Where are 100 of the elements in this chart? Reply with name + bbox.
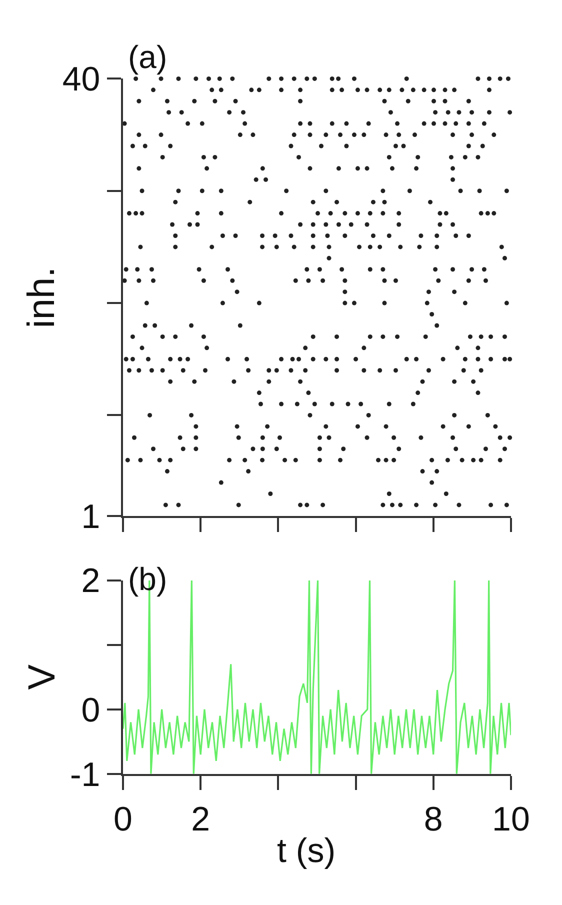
point bbox=[456, 110, 462, 115]
point bbox=[482, 267, 486, 272]
point bbox=[380, 211, 386, 216]
point bbox=[396, 211, 402, 216]
point bbox=[158, 76, 164, 81]
point bbox=[136, 98, 142, 104]
point bbox=[434, 233, 440, 238]
point bbox=[230, 278, 235, 283]
point bbox=[362, 132, 366, 138]
point bbox=[200, 188, 204, 194]
point bbox=[164, 98, 170, 104]
point bbox=[306, 278, 311, 283]
point bbox=[308, 166, 312, 171]
point bbox=[325, 233, 330, 238]
point bbox=[398, 244, 403, 250]
point bbox=[312, 402, 317, 406]
point bbox=[456, 502, 462, 508]
point bbox=[336, 222, 341, 227]
point bbox=[160, 154, 165, 160]
point bbox=[462, 300, 468, 306]
point bbox=[378, 244, 382, 250]
point bbox=[298, 222, 303, 227]
point bbox=[149, 267, 154, 272]
point bbox=[310, 233, 316, 238]
point bbox=[317, 435, 322, 440]
point bbox=[368, 334, 372, 339]
point bbox=[241, 110, 246, 115]
point bbox=[250, 132, 256, 138]
point bbox=[440, 424, 446, 429]
point bbox=[477, 188, 482, 194]
point bbox=[478, 334, 484, 339]
point bbox=[242, 121, 248, 126]
point bbox=[260, 446, 265, 452]
point bbox=[380, 502, 386, 508]
point bbox=[462, 154, 468, 160]
point bbox=[266, 76, 272, 81]
point bbox=[504, 502, 509, 508]
point bbox=[362, 368, 366, 373]
point bbox=[279, 356, 284, 362]
point bbox=[418, 435, 424, 440]
point bbox=[486, 88, 492, 92]
y-tick-label: 40 bbox=[62, 60, 100, 99]
point bbox=[432, 88, 436, 92]
point bbox=[166, 110, 172, 115]
point bbox=[454, 121, 458, 126]
point bbox=[414, 502, 419, 508]
point bbox=[450, 177, 456, 182]
point bbox=[135, 267, 140, 272]
point bbox=[201, 334, 206, 339]
point bbox=[438, 211, 442, 216]
point bbox=[138, 244, 143, 250]
point bbox=[324, 222, 328, 227]
point bbox=[298, 502, 303, 508]
point bbox=[180, 368, 186, 373]
point bbox=[486, 76, 492, 81]
point bbox=[336, 166, 341, 171]
point bbox=[428, 200, 433, 204]
y-tick-label: 1 bbox=[81, 498, 100, 536]
point bbox=[310, 222, 316, 227]
point bbox=[326, 435, 332, 440]
point bbox=[498, 458, 502, 462]
x-tick-label: 2 bbox=[191, 800, 210, 839]
point bbox=[420, 379, 425, 384]
point bbox=[386, 233, 392, 238]
point bbox=[380, 188, 386, 194]
point bbox=[136, 132, 142, 138]
point bbox=[233, 233, 238, 238]
point bbox=[249, 88, 254, 92]
point bbox=[433, 267, 438, 272]
point bbox=[226, 267, 230, 272]
point bbox=[378, 88, 382, 92]
point bbox=[236, 435, 241, 440]
point bbox=[344, 121, 349, 126]
point bbox=[134, 76, 138, 81]
point bbox=[382, 278, 387, 283]
point bbox=[176, 502, 181, 508]
point bbox=[189, 323, 194, 328]
point bbox=[288, 233, 294, 238]
point bbox=[212, 98, 218, 104]
point bbox=[348, 222, 354, 227]
point bbox=[288, 368, 294, 373]
point bbox=[260, 458, 265, 462]
point bbox=[393, 144, 398, 148]
point bbox=[455, 346, 460, 350]
point bbox=[192, 98, 197, 104]
point bbox=[146, 356, 150, 362]
point bbox=[151, 278, 156, 283]
point bbox=[282, 458, 288, 462]
point bbox=[358, 402, 364, 406]
point bbox=[274, 446, 279, 452]
point bbox=[303, 368, 308, 373]
point bbox=[152, 323, 158, 328]
point bbox=[136, 368, 142, 373]
point bbox=[410, 88, 416, 92]
point bbox=[355, 424, 360, 429]
point bbox=[163, 502, 168, 508]
point bbox=[440, 356, 446, 362]
point bbox=[304, 267, 310, 272]
point bbox=[404, 356, 409, 362]
point bbox=[296, 154, 301, 160]
